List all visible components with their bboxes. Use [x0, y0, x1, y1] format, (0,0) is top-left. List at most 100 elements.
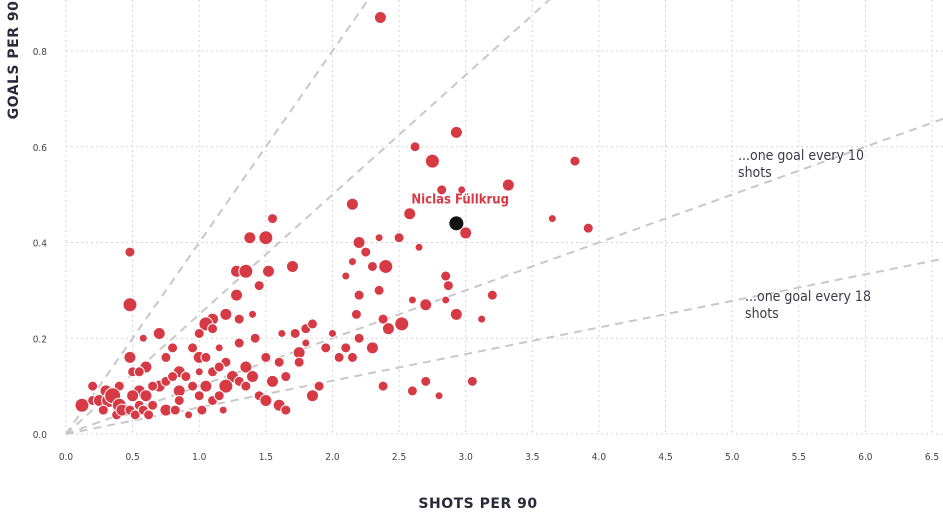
scatter-point: [219, 307, 233, 321]
scatter-point: [353, 332, 365, 344]
y-axis-title: GOALS PER 90: [6, 1, 22, 120]
scatter-point: [239, 360, 253, 374]
reference-annotations: ...one goal every 10 shots ...one goal eve…: [738, 148, 871, 322]
y-tick-label: 0.6: [33, 143, 48, 154]
x-tick-label: 6.5: [925, 452, 939, 463]
x-tick-label: 5.5: [792, 452, 806, 463]
x-tick-label: 4.0: [592, 452, 607, 463]
scatter-point: [173, 394, 185, 406]
scatter-point: [139, 389, 153, 403]
scatter-point: [285, 259, 299, 273]
scatter-point: [377, 380, 389, 392]
scatter-point: [193, 327, 205, 339]
scatter-point: [350, 308, 362, 320]
scatter-point: [449, 125, 463, 139]
scatter-point: [280, 371, 292, 383]
scatter-point: [138, 333, 148, 343]
x-tick-label: 1.0: [192, 452, 207, 463]
chart-grid: [65, 0, 943, 435]
axis-ticks: 0.0 0.5 1.0 1.5 2.0 2.5 3.0 3.5 4.0 4.5 5.0 5.5 6.0 6…: [33, 47, 939, 463]
scatter-point: [301, 338, 311, 348]
scatter-point: [340, 342, 352, 354]
scatter-point: [477, 314, 487, 324]
x-tick-label: 1.5: [259, 452, 273, 463]
scatter-point: [167, 371, 179, 383]
scatter-point: [122, 297, 138, 313]
scatter-point: [180, 371, 192, 383]
scatter-point: [253, 280, 265, 292]
reference-lines: [65, 0, 943, 435]
scatter-point: [147, 399, 159, 411]
scatter-point: [196, 404, 208, 416]
scatter-point: [333, 351, 345, 363]
scatter-point: [259, 393, 273, 407]
scatter-point: [169, 404, 181, 416]
scatter-point: [87, 380, 99, 392]
scatter-point: [249, 332, 261, 344]
scatter-point: [293, 356, 305, 368]
x-tick-label: 3.5: [525, 452, 539, 463]
x-tick-label: 2.5: [392, 452, 406, 463]
reference-line: [65, 117, 943, 435]
scatter-point: [193, 390, 205, 402]
scatter-point: [466, 375, 478, 387]
scatter-point: [434, 391, 444, 401]
reference-line-label: ...one goal every 18 shots: [745, 289, 871, 322]
scatter-point: [353, 289, 365, 301]
scatter-point: [360, 246, 372, 258]
data-points: [74, 10, 594, 421]
scatter-point: [374, 233, 384, 243]
scatter-point: [406, 385, 418, 397]
scatter-point: [248, 309, 258, 319]
scatter-point: [366, 260, 378, 272]
scatter-point: [394, 316, 410, 332]
y-tick-label: 0.4: [33, 239, 48, 250]
scatter-point: [240, 380, 252, 392]
scatter-point: [320, 342, 332, 354]
scatter-point: [267, 213, 279, 225]
x-tick-label: 5.0: [725, 452, 740, 463]
y-tick-label: 0.8: [33, 47, 48, 58]
scatter-point: [365, 341, 379, 355]
x-tick-label: 0.0: [59, 452, 74, 463]
scatter-point: [260, 351, 272, 363]
scatter-point: [207, 323, 219, 335]
scatter-point: [373, 284, 385, 296]
reference-line: [65, 0, 370, 435]
scatter-point: [200, 351, 212, 363]
x-axis-title: SHOTS PER 90: [418, 496, 537, 512]
scatter-point: [352, 236, 366, 249]
scatter-point: [393, 232, 405, 244]
x-tick-label: 6.0: [858, 452, 873, 463]
scatter-point: [424, 153, 440, 169]
scatter-point: [547, 214, 557, 224]
scatter-point: [280, 404, 292, 416]
scatter-point: [378, 258, 394, 274]
scatter-point: [313, 380, 325, 392]
scatter-point: [409, 141, 421, 153]
scatter-point: [419, 298, 433, 312]
scatter-point: [123, 350, 137, 364]
scatter-point: [459, 226, 473, 240]
scatter-point: [436, 184, 448, 196]
scatter-point: [347, 257, 357, 267]
scatter-point: [133, 366, 145, 378]
scatter-point: [147, 380, 159, 392]
scatter-point: [143, 409, 155, 421]
reference-line: [65, 257, 943, 435]
scatter-point: [449, 307, 463, 321]
scatter-point: [381, 322, 395, 336]
scatter-point: [184, 410, 194, 420]
scatter-point: [277, 328, 287, 338]
scatter-point: [238, 263, 254, 279]
scatter-point: [199, 379, 213, 393]
scatter-point: [152, 326, 166, 340]
scatter-point: [233, 337, 245, 349]
scatter-point: [486, 289, 498, 301]
scatter-point: [258, 230, 274, 246]
scatter-point: [327, 328, 337, 338]
scatter-point: [194, 367, 204, 377]
scatter-point: [230, 288, 244, 302]
scatter-point: [218, 378, 234, 394]
